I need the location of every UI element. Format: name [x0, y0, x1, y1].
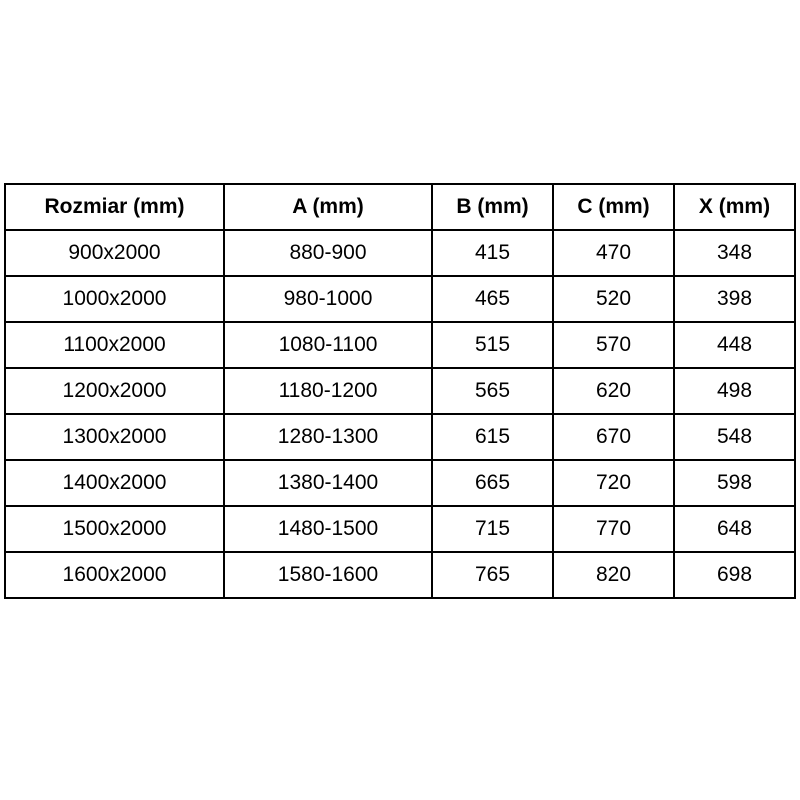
table-cell: 1480-1500 [223, 505, 433, 553]
header-row: Rozmiar (mm) A (mm) B (mm) C (mm) X (mm) [4, 183, 796, 231]
table-cell: 565 [431, 367, 554, 415]
table-cell: 598 [673, 459, 796, 507]
table-cell: 720 [552, 459, 675, 507]
table-cell: 900x2000 [4, 229, 225, 277]
table-cell: 620 [552, 367, 675, 415]
table-cell: 1500x2000 [4, 505, 225, 553]
table-cell: 498 [673, 367, 796, 415]
table-cell: 880-900 [223, 229, 433, 277]
table-cell: 1200x2000 [4, 367, 225, 415]
table-row: 1500x2000 1480-1500 715 770 648 [4, 505, 796, 553]
table-cell: 670 [552, 413, 675, 461]
table-cell: 980-1000 [223, 275, 433, 323]
table-cell: 1300x2000 [4, 413, 225, 461]
table-cell: 348 [673, 229, 796, 277]
table-row: 1300x2000 1280-1300 615 670 548 [4, 413, 796, 461]
table-cell: 1280-1300 [223, 413, 433, 461]
column-header-b: B (mm) [431, 183, 554, 231]
column-header-c: C (mm) [552, 183, 675, 231]
table-cell: 515 [431, 321, 554, 369]
table-cell: 615 [431, 413, 554, 461]
table-row: 1000x2000 980-1000 465 520 398 [4, 275, 796, 323]
table-cell: 470 [552, 229, 675, 277]
table-cell: 448 [673, 321, 796, 369]
table-cell: 1380-1400 [223, 459, 433, 507]
table-cell: 770 [552, 505, 675, 553]
table-cell: 520 [552, 275, 675, 323]
table-row: 900x2000 880-900 415 470 348 [4, 229, 796, 277]
table-cell: 1400x2000 [4, 459, 225, 507]
column-header-rozmiar: Rozmiar (mm) [4, 183, 225, 231]
table-cell: 1580-1600 [223, 551, 433, 599]
table-cell: 1100x2000 [4, 321, 225, 369]
table-cell: 415 [431, 229, 554, 277]
column-header-a: A (mm) [223, 183, 433, 231]
table-cell: 665 [431, 459, 554, 507]
size-spec-table: Rozmiar (mm) A (mm) B (mm) C (mm) X (mm)… [4, 183, 796, 599]
table-cell: 1000x2000 [4, 275, 225, 323]
table-cell: 398 [673, 275, 796, 323]
table-cell: 570 [552, 321, 675, 369]
table-cell: 1080-1100 [223, 321, 433, 369]
table-cell: 698 [673, 551, 796, 599]
table-cell: 765 [431, 551, 554, 599]
table-cell: 820 [552, 551, 675, 599]
table-cell: 648 [673, 505, 796, 553]
table-row: 1400x2000 1380-1400 665 720 598 [4, 459, 796, 507]
table-cell: 465 [431, 275, 554, 323]
table-cell: 1180-1200 [223, 367, 433, 415]
table-row: 1600x2000 1580-1600 765 820 698 [4, 551, 796, 599]
column-header-x: X (mm) [673, 183, 796, 231]
table-cell: 548 [673, 413, 796, 461]
table-row: 1200x2000 1180-1200 565 620 498 [4, 367, 796, 415]
table-row: 1100x2000 1080-1100 515 570 448 [4, 321, 796, 369]
table-cell: 715 [431, 505, 554, 553]
table-cell: 1600x2000 [4, 551, 225, 599]
